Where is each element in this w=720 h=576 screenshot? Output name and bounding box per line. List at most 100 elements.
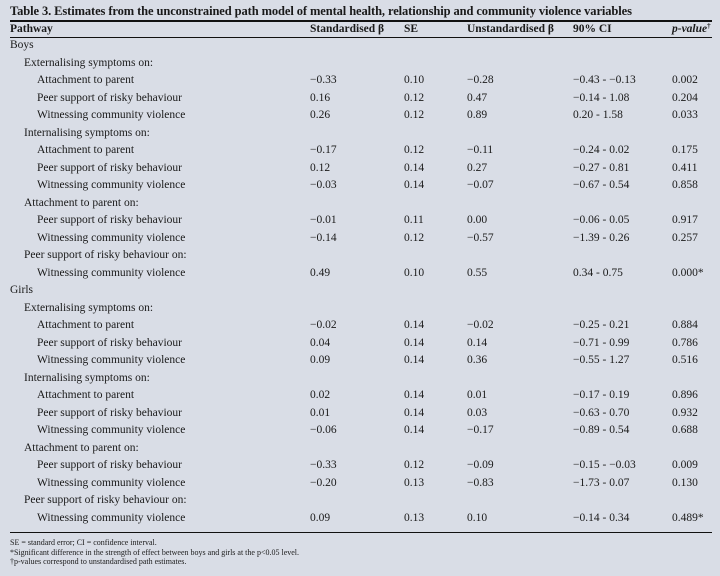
cell-p-value: 0.033 [672, 109, 698, 121]
cell-ci: −0.17 - 0.19 [573, 389, 630, 401]
table-row: Witnessing community violence −0.03 0.14 −0… [0, 177, 720, 195]
cell-p-value: 0.884 [672, 319, 698, 331]
cell-ci: −0.14 - 0.34 [573, 511, 630, 524]
cell-ci: −0.89 - 0.54 [573, 424, 630, 436]
cell-p-value: 0.786 [672, 336, 698, 349]
cell-pathway: Attachment to parent [37, 74, 135, 86]
cell-p-value: 0.002 [672, 74, 698, 86]
cell-pathway: Attachment to parent [37, 144, 135, 156]
table-title: Table 3. Estimates from the unconstraine… [10, 4, 632, 18]
note-significance: *Significant difference in the strength … [10, 547, 300, 557]
group-row: Boys [0, 37, 720, 55]
dagger-mark: † [707, 22, 711, 30]
cell-se: 0.14 [404, 336, 425, 349]
results-table: Pathway Standardised β SE Unstandardised… [0, 21, 720, 527]
table-row: Peer support of risky behaviour 0.16 0.12 0… [0, 90, 720, 108]
table-row: Attachment to parent −0.33 0.10 −0.28 −0.43 … [0, 72, 720, 90]
section-label: Externalising symptoms on: [24, 301, 154, 314]
cell-se: 0.14 [404, 389, 425, 401]
cell-p-value: 0.896 [672, 389, 698, 401]
section-label: Internalising symptoms on: [24, 126, 150, 139]
section-label: Attachment to parent on: [24, 196, 139, 209]
cell-pathway: Witnessing community violence [37, 179, 186, 191]
cell-p-value: 0.000* [672, 266, 704, 279]
cell-ci: −0.25 - 0.21 [573, 319, 630, 331]
cell-p-value: 0.688 [672, 424, 698, 436]
table-row: Witnessing community violence 0.26 0.12 0.8… [0, 107, 720, 125]
cell-se: 0.10 [404, 74, 425, 86]
header-standardised-beta: Standardised β [310, 23, 385, 35]
cell-pathway: Witnessing community violence [37, 476, 186, 489]
header-rule [10, 37, 712, 38]
cell-ci: −0.71 - 0.99 [573, 336, 630, 349]
cell-se: 0.12 [404, 91, 425, 104]
cell-ci: −0.27 - 0.81 [573, 161, 630, 174]
cell-se: 0.10 [404, 266, 425, 279]
cell-standardised-beta: 0.09 [310, 354, 331, 366]
cell-se: 0.12 [404, 144, 425, 156]
cell-p-value: 0.130 [672, 476, 698, 489]
cell-p-value: 0.516 [672, 354, 698, 366]
cell-unstandardised-beta: 0.00 [467, 214, 488, 226]
cell-standardised-beta: −0.03 [310, 179, 337, 191]
cell-unstandardised-beta: 0.14 [467, 336, 488, 349]
header-p-value: p-value† [672, 21, 711, 37]
cell-se: 0.12 [404, 231, 425, 244]
cell-ci: 0.20 - 1.58 [573, 109, 623, 121]
cell-se: 0.13 [404, 511, 425, 524]
cell-p-value: 0.257 [672, 231, 698, 244]
table-notes: SE = standard error; CI = confidence int… [10, 538, 299, 567]
cell-standardised-beta: −0.02 [310, 319, 337, 331]
top-rule [10, 20, 712, 22]
cell-pathway: Peer support of risky behaviour [37, 459, 182, 471]
cell-unstandardised-beta: 0.47 [467, 91, 488, 104]
table-row: Attachment to parent −0.17 0.12 −0.11 −0.24 … [0, 142, 720, 160]
cell-pathway: Witnessing community violence [37, 109, 186, 121]
cell-standardised-beta: 0.02 [310, 389, 331, 401]
table-body: Boys Externalising symptoms on: Attachment… [0, 37, 720, 527]
cell-ci: −0.14 - 1.08 [573, 91, 630, 104]
section-row: Attachment to parent on: [0, 195, 720, 213]
cell-se: 0.14 [404, 179, 425, 191]
cell-standardised-beta: −0.06 [310, 424, 337, 436]
cell-unstandardised-beta: 0.10 [467, 511, 488, 524]
cell-p-value: 0.204 [672, 91, 698, 104]
cell-unstandardised-beta: −0.28 [467, 74, 494, 86]
cell-ci: −0.15 - −0.03 [573, 459, 636, 471]
cell-p-value: 0.175 [672, 144, 698, 156]
table-row: Witnessing community violence −0.20 0.13 −0… [0, 475, 720, 493]
cell-pathway: Witnessing community violence [37, 511, 186, 524]
cell-pathway: Peer support of risky behaviour [37, 406, 182, 419]
section-label: Peer support of risky behaviour on: [24, 494, 187, 506]
cell-unstandardised-beta: 0.27 [467, 161, 488, 174]
cell-ci: −0.55 - 1.27 [573, 354, 630, 366]
cell-unstandardised-beta: −0.11 [467, 144, 494, 156]
cell-ci: −1.73 - 0.07 [573, 476, 630, 489]
group-label: Boys [10, 39, 34, 51]
note-p-values: †p-values correspond to unstandardised p… [10, 557, 187, 566]
section-label: Peer support of risky behaviour on: [24, 249, 187, 261]
p-value-label: p-value [672, 23, 708, 35]
table-row: Witnessing community violence 0.09 0.14 0.3… [0, 352, 720, 370]
cell-standardised-beta: −0.01 [310, 214, 337, 226]
section-row: Externalising symptoms on: [0, 55, 720, 73]
section-row: Internalising symptoms on: [0, 125, 720, 143]
cell-ci: −1.39 - 0.26 [573, 231, 630, 244]
cell-se: 0.14 [404, 424, 425, 436]
cell-ci: −0.67 - 0.54 [573, 179, 630, 191]
cell-unstandardised-beta: −0.83 [467, 476, 494, 489]
cell-ci: −0.43 - −0.13 [573, 74, 636, 86]
table-header: Pathway Standardised β SE Unstandardised… [0, 21, 720, 37]
cell-ci: −0.06 - 0.05 [573, 214, 630, 226]
cell-p-value: 0.858 [672, 179, 698, 191]
cell-se: 0.14 [404, 161, 425, 174]
cell-pathway: Peer support of risky behaviour [37, 161, 182, 174]
cell-se: 0.12 [404, 459, 425, 471]
cell-unstandardised-beta: −0.57 [467, 231, 494, 244]
cell-p-value: 0.411 [672, 161, 698, 174]
section-row: Internalising symptoms on: [0, 370, 720, 388]
cell-standardised-beta: −0.33 [310, 74, 337, 86]
cell-pathway: Witnessing community violence [37, 231, 186, 244]
table-row: Peer support of risky behaviour 0.12 0.14 0… [0, 160, 720, 178]
header-unstandardised-beta: Unstandardised β [467, 23, 554, 35]
